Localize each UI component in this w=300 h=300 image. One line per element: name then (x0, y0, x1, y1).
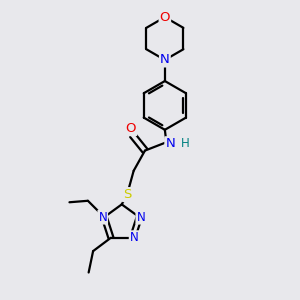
Text: S: S (123, 188, 131, 201)
Text: H: H (181, 137, 190, 150)
Text: N: N (136, 211, 145, 224)
Text: N: N (130, 231, 139, 244)
Text: N: N (160, 53, 170, 66)
Text: O: O (160, 11, 170, 24)
Text: O: O (126, 122, 136, 135)
Text: N: N (165, 137, 175, 150)
Text: N: N (98, 211, 107, 224)
